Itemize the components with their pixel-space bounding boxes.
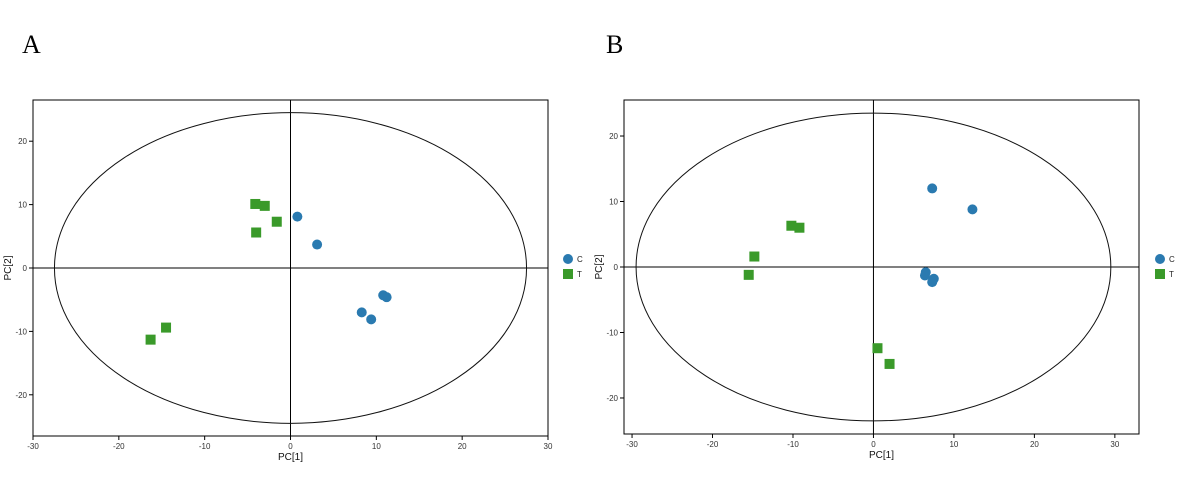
panel-a-x-tick-label: -20: [113, 442, 125, 451]
panel-b-point-c: [919, 270, 930, 281]
panel-a-legend: CT: [563, 254, 583, 279]
panel-b-legend-label-t: T: [1169, 270, 1174, 279]
panel-a-letter: A: [22, 30, 41, 59]
panel-a-y-axis-title: PC[2]: [3, 255, 14, 280]
panel-b-x-axis-title: PC[1]: [869, 450, 894, 461]
panel-a-y-tick-label: 0: [23, 264, 28, 273]
panel-a-x-tick-label: -30: [27, 442, 39, 451]
panel-b-legend-symbol-t: [1155, 269, 1165, 279]
panel-a-legend-label-t: T: [577, 270, 582, 279]
panel-b-y-tick-label: -20: [606, 394, 618, 403]
panel-b-y-tick-label: 20: [609, 132, 618, 141]
panel-b-point-c: [927, 277, 938, 288]
panel-a-x-tick-label: -10: [199, 442, 211, 451]
panel-b-x-tick-label: -10: [787, 440, 799, 449]
panel-a-legend-label-c: C: [577, 255, 583, 264]
panel-b-x-tick-label: 20: [1030, 440, 1039, 449]
panel-b-point-t: [794, 222, 805, 233]
panel-b-point-t: [884, 358, 895, 369]
panel-a-point-c: [381, 292, 392, 303]
panel-a-x-axis-title: PC[1]: [278, 452, 303, 463]
panel-b-point-t: [872, 343, 883, 354]
panel-b-y-tick-label: -10: [606, 328, 618, 337]
panel-b-x-tick-label: 0: [871, 440, 876, 449]
panel-b-x-tick-label: 10: [949, 440, 958, 449]
panel-a-y-tick-label: 20: [18, 137, 27, 146]
panel-b-confidence-ellipse: [635, 112, 1112, 422]
panel-b-x-tick-label: -20: [707, 440, 719, 449]
panel-b-point-t: [743, 269, 754, 280]
panel-a-point-t: [259, 200, 270, 211]
panel-b-x-tick-label: -30: [626, 440, 638, 449]
panel-a-y-tick-label: 10: [18, 201, 27, 210]
panel-b-point-t: [749, 251, 760, 262]
panel-a-x-tick-label: 0: [288, 442, 293, 451]
panel-a-y-tick-label: -20: [15, 391, 27, 400]
panel-b-x-tick-label: 30: [1110, 440, 1119, 449]
panel-b-y-tick-label: 10: [609, 198, 618, 207]
panel-a-point-t: [145, 334, 156, 345]
panel-b-point-c: [927, 183, 938, 194]
panel-a-confidence-ellipse: [53, 112, 528, 424]
panel-b-point-t: [786, 220, 797, 231]
panel-a-y-tick-label: -10: [15, 327, 27, 336]
panel-b-letter: B: [606, 30, 624, 59]
panel-a-plot: -30 -20 -10 0 10 20 30 -20 -10 0 10 20 PC[1] PC[2]: [3, 99, 553, 463]
panel-b-legend-label-c: C: [1169, 255, 1175, 264]
panel-b-y-tick-label: 0: [614, 263, 619, 272]
panel-a-legend-symbol-c: [563, 254, 573, 264]
panel-a-x-tick-label: 30: [544, 442, 553, 451]
panel-b-point-c: [967, 204, 978, 215]
panel-a-point-c: [366, 314, 377, 325]
panel-b-plot: -30 -20 -10 0 10 20 30 -20 -10 0 10 20 PC[1] PC[2]: [594, 99, 1140, 461]
panel-b-legend-symbol-c: [1155, 254, 1165, 264]
panel-b-y-axis-title: PC[2]: [594, 254, 605, 279]
panel-a-point-c: [356, 307, 367, 318]
panel-a-x-tick-label: 20: [458, 442, 467, 451]
panel-a-x-tick-label: 10: [372, 442, 381, 451]
panel-a-point-t: [251, 227, 262, 238]
panel-a-point-c: [312, 239, 323, 250]
panel-a-legend-symbol-t: [563, 269, 573, 279]
panel-b-legend: CT: [1155, 254, 1175, 279]
panel-a-point-t: [250, 198, 261, 209]
panel-a-point-t: [161, 322, 172, 333]
panel-a-point-t: [271, 216, 282, 227]
panel-a-point-c: [292, 211, 303, 222]
